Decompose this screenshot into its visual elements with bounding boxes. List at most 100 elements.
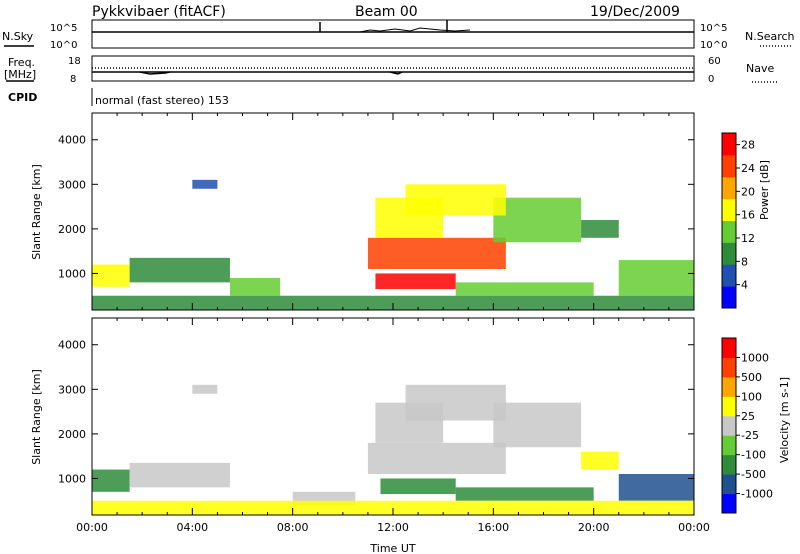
x-tick-label: 00:00: [76, 521, 108, 534]
velocity-colorbar-tick-label: 1000: [741, 351, 769, 364]
velocity-echoes: [92, 384, 694, 515]
nsky-tick-high: 10^5: [50, 23, 77, 34]
velocity-panel: 1000 2000 3000 4000 Slant Range [km] 1000 50…: [30, 317, 791, 516]
beam-title: Beam 00: [355, 4, 418, 20]
velocity-colorbar-swatch: [722, 357, 736, 378]
cpid-label: CPID: [8, 91, 37, 104]
cpid-strip: CPID normal (fast stereo) 153: [8, 88, 229, 107]
freq-tick-high: 18: [68, 56, 81, 67]
velocity-echo-region: [405, 384, 506, 421]
power-ytick-label: 2000: [58, 223, 86, 236]
power-colorbar-swatch: [722, 286, 736, 309]
power-echo-region: [92, 295, 694, 310]
freq-label-2: [MHz]: [4, 68, 36, 81]
nsky-label: N.Sky: [2, 30, 34, 43]
power-ytick-label: 4000: [58, 134, 86, 147]
power-echo-region: [493, 197, 582, 243]
power-echo-region: [229, 277, 281, 296]
power-echoes: [92, 179, 694, 310]
velocity-xticks: [91, 318, 695, 515]
velocity-colorbar-tick-label: -1000: [741, 488, 773, 501]
nave-label: Nave: [746, 62, 774, 75]
power-echo-region: [405, 184, 506, 216]
velocity-echo-region: [618, 473, 694, 501]
velocity-colorbar-tick-label: 100: [741, 390, 762, 403]
power-colorbar-tick-label: 4: [741, 279, 748, 292]
velocity-colorbar-label: Velocity [m s-1]: [778, 377, 791, 463]
velocity-echo-region: [92, 469, 130, 492]
power-echo-region: [455, 282, 594, 296]
power-colorbar-swatch: [722, 176, 736, 200]
nave-tick-high: 60: [708, 56, 721, 67]
power-echo-region: [367, 237, 506, 269]
velocity-colorbar-swatch: [722, 454, 736, 475]
velocity-echo-region: [455, 487, 594, 501]
x-tick-label: 00:00: [678, 521, 710, 534]
nsky-strip-frame: [91, 19, 695, 49]
power-echo-region: [192, 179, 218, 189]
velocity-colorbar-tick-label: -100: [741, 449, 766, 462]
velocity-echo-region: [129, 462, 230, 488]
nsearch-label: N.Search: [745, 30, 795, 43]
power-colorbar-swatch: [722, 264, 736, 287]
power-colorbar-tick-label: 16: [741, 209, 755, 222]
x-tick-label: 20:00: [578, 521, 610, 534]
velocity-echo-region: [192, 384, 218, 394]
station-title: Pykkvibaer (fitACF): [92, 4, 226, 20]
power-panel: 1000 2000 3000 4000 Slant Range [km] 28 24 20…: [30, 112, 771, 311]
freq-tick-low: 8: [70, 74, 76, 85]
nsky-tick-low: 10^0: [50, 40, 77, 51]
velocity-ytick-label: 3000: [58, 383, 86, 396]
velocity-colorbar-swatch: [722, 396, 736, 417]
velocity-colorbar-swatch: [722, 338, 736, 358]
velocity-colorbar-tick-label: 25: [741, 410, 755, 423]
power-colorbar-swatch: [722, 220, 736, 243]
x-tick-label: 16:00: [477, 521, 509, 534]
power-ytick-label: 3000: [58, 178, 86, 191]
power-colorbar-tick-label: 28: [741, 139, 755, 152]
power-colorbar-swatch: [722, 154, 736, 178]
velocity-ytick-label: 2000: [58, 428, 86, 441]
power-echo-region: [92, 264, 130, 287]
power-colorbar-tick-label: 12: [741, 232, 755, 245]
velocity-echo-region: [581, 451, 619, 470]
velocity-echo-region: [493, 402, 582, 448]
x-tick-label: 12:00: [377, 521, 409, 534]
power-colorbar-swatch: [722, 198, 736, 221]
nsearch-tick-high: 10^5: [700, 23, 727, 34]
velocity-colorbar-swatch: [722, 493, 736, 514]
power-colorbar-label: Power [dB]: [758, 160, 771, 220]
velocity-ytick-label: 1000: [58, 472, 86, 485]
power-echo-region: [375, 273, 456, 290]
velocity-echo-region: [92, 500, 694, 515]
power-colorbar-tick-label: 24: [741, 162, 755, 175]
velocity-echo-region: [367, 442, 506, 474]
nsky-strip: 10^5 10^0 10^5 10^0 N.Sky N.Search: [2, 19, 795, 51]
velocity-ytick-label: 4000: [58, 339, 86, 352]
power-yticks: 1000 2000 3000 4000: [58, 134, 694, 280]
velocity-echo-region: [380, 478, 456, 495]
x-axis-label: Time UT: [369, 542, 415, 554]
x-tick-label: 04:00: [176, 521, 208, 534]
power-colorbar-frame: [721, 132, 737, 309]
power-echo-region: [129, 257, 230, 283]
velocity-colorbar: 1000 500 100 25 -25 -100 -500 -1000: [721, 337, 773, 514]
power-colorbar-tick-label: 8: [741, 255, 748, 268]
power-echo-region: [618, 260, 694, 296]
date-title: 19/Dec/2009: [590, 4, 680, 20]
power-echo-region: [581, 219, 619, 238]
velocity-colorbar-swatch: [722, 474, 736, 495]
freq-strip: Freq. [MHz] 18 8 60 0 Nave: [4, 55, 778, 85]
x-tick-labels: 00:00 04:00 08:00 12:00 16:00 20:00 00:00: [76, 521, 710, 534]
velocity-colorbar-tick-label: -25: [741, 429, 759, 442]
velocity-colorbar-tick-label: -500: [741, 468, 766, 481]
velocity-colorbar-tick-label: 500: [741, 371, 762, 384]
power-colorbar: 28 24 20 16 12 8 4: [721, 132, 755, 309]
power-xticks: [91, 113, 695, 310]
power-ytick-label: 1000: [58, 267, 86, 280]
freq-dips: [139, 71, 403, 75]
velocity-yticks: 1000 2000 3000 4000: [58, 339, 694, 485]
x-tick-label: 08:00: [277, 521, 309, 534]
power-colorbar-swatch: [722, 242, 736, 265]
